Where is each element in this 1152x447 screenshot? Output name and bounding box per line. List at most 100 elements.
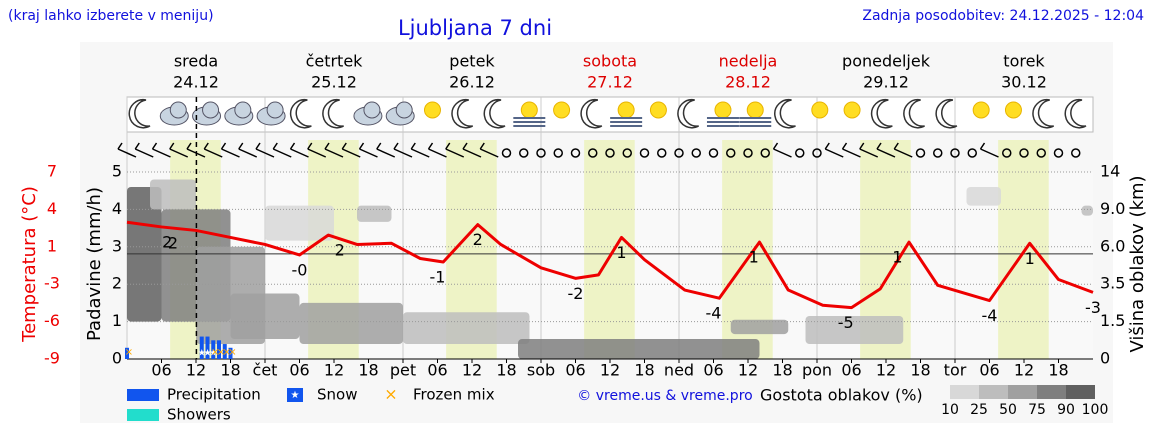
cloud-block <box>805 315 904 345</box>
legend-label: Showers <box>167 406 231 424</box>
moon-icon <box>870 98 893 129</box>
updated: Zadnja posodobitev: 24.12.2025 - 12:04 <box>862 8 1144 24</box>
wind-barb <box>203 148 223 158</box>
sun-icon <box>714 101 732 119</box>
x-tick-label: pet <box>390 361 416 380</box>
wind-barb <box>151 142 158 150</box>
wind-barb <box>358 142 365 150</box>
wind-barb <box>289 142 296 150</box>
frozen-marker: × <box>217 347 225 358</box>
wind-barb <box>841 142 848 150</box>
wind-calm <box>674 148 684 158</box>
sun-icon <box>746 101 764 119</box>
temp-tick-label: 7 <box>47 162 57 181</box>
wind-calm <box>622 148 632 158</box>
temp-annotation: 2 <box>162 232 172 251</box>
wind-barb <box>980 148 999 158</box>
day-date: 29.12 <box>863 73 909 92</box>
wind-calm <box>639 148 650 158</box>
y-tick-label: 0 <box>112 349 122 368</box>
precip-bar <box>125 347 129 359</box>
y-tick-label: 1 <box>112 311 122 330</box>
x-tick-label: 12 <box>738 361 758 380</box>
sun-icon <box>617 101 635 119</box>
temp-annotation: -5 <box>838 313 854 332</box>
legend-swatch: × <box>384 385 397 404</box>
frozen-marker: × <box>125 347 133 358</box>
wind-barb <box>376 142 382 150</box>
frozen-marker: × <box>223 347 231 358</box>
x-tick-label: 12 <box>462 361 482 380</box>
chart-title: Ljubljana 7 dni <box>398 16 552 40</box>
wind-barb <box>479 142 485 150</box>
day-date: 27.12 <box>587 73 633 92</box>
temp-tick-label: 4 <box>47 199 57 218</box>
x-tick-label: 18 <box>910 361 930 380</box>
precip-bar <box>211 340 216 359</box>
day-name: petek <box>449 52 495 71</box>
wind-barb <box>876 148 896 158</box>
density-swatch <box>1066 385 1095 399</box>
day-date: 26.12 <box>449 73 495 92</box>
sun-icon <box>649 101 667 119</box>
wind-barb <box>427 142 434 150</box>
legend-swatch <box>127 389 159 401</box>
wind-barb <box>979 142 986 150</box>
precip-bar <box>217 340 221 359</box>
y-tick-label: 5 <box>112 162 122 181</box>
density-tick-label: 90 <box>1057 402 1075 418</box>
x-tick-label: 18 <box>772 361 792 380</box>
daylight-band <box>998 140 1049 359</box>
wind-barb <box>290 148 309 158</box>
x-tick-label: 06 <box>979 361 999 380</box>
sun-icon <box>553 101 571 119</box>
cloud-icon <box>363 101 381 119</box>
wind-barb <box>221 148 240 158</box>
cloud-block <box>150 179 196 210</box>
cloud-block <box>403 312 530 345</box>
density-tick-label: 50 <box>999 402 1017 418</box>
y2-tick-label: 6.0 <box>1100 236 1125 255</box>
y2-tick-label: 3.5 <box>1100 274 1125 293</box>
wind-barb <box>169 142 175 150</box>
x-tick-label: 18 <box>220 361 240 380</box>
y2-tick-label: 9.0 <box>1100 199 1125 218</box>
x-tick-label: pon <box>802 361 832 380</box>
x-tick-label: 06 <box>427 361 447 380</box>
temp-annotation: -4 <box>706 304 722 323</box>
wind-barb <box>220 142 227 150</box>
y2-axis-title: Višina oblakov (km) <box>1127 175 1148 352</box>
wind-barb <box>842 148 861 158</box>
moon-icon <box>677 98 700 129</box>
moon-icon <box>903 98 925 129</box>
credit: © vreme.us & vreme.pro <box>577 388 752 404</box>
temp-annotation: -1 <box>430 267 446 286</box>
day-name: sobota <box>583 52 637 71</box>
temp-tick-label: 1 <box>47 236 57 255</box>
wind-barb <box>479 148 499 158</box>
legend-label: Frozen mix <box>413 386 495 404</box>
x-tick-label: 06 <box>841 361 861 380</box>
wind-barb <box>186 142 192 150</box>
wind-barb <box>859 142 865 150</box>
moon-icon <box>322 98 345 129</box>
wind-calm <box>743 148 753 158</box>
moon-icon <box>935 98 958 129</box>
sun-icon <box>1004 101 1022 119</box>
x-tick-label: 12 <box>186 361 206 380</box>
temp-annotation: 2 <box>473 230 483 249</box>
temp-annotation: 2 <box>335 241 345 260</box>
sun-icon <box>843 101 861 119</box>
x-tick-label: sob <box>527 361 555 380</box>
wind-calm <box>691 148 701 158</box>
y-tick-label: 2 <box>112 274 122 293</box>
temp-tick-label: -9 <box>44 349 60 368</box>
legend-label: Precipitation <box>167 386 261 404</box>
temp-annotation: -0 <box>292 260 308 279</box>
density-swatch <box>1008 385 1037 399</box>
wind-calm <box>1071 148 1081 158</box>
cloud-icon <box>266 101 284 119</box>
x-tick-label: čet <box>253 361 278 380</box>
snow-marker: ★ <box>209 349 217 359</box>
